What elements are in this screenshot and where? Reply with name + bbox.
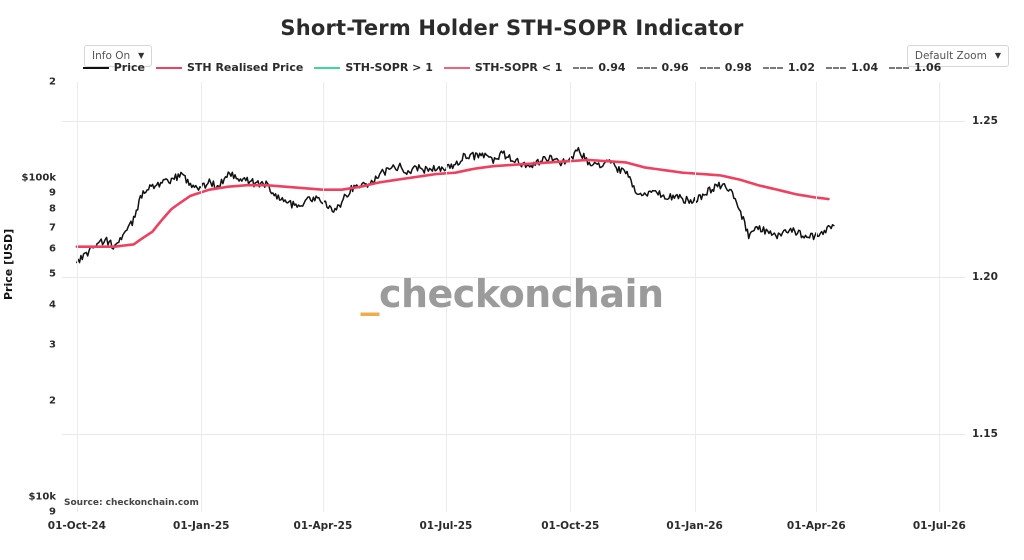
plot-background (62, 82, 965, 512)
legend-swatch-line (82, 66, 109, 69)
legend-label: STH-SOPR < 1 (474, 61, 563, 74)
y-axis-left-tick-label: 4 (49, 299, 56, 311)
y-axis-left-tick-label: $10k (28, 491, 56, 503)
x-axis-tick-label: 01-Jul-25 (419, 520, 473, 532)
x-axis-tick-label: 01-Jan-26 (666, 520, 723, 532)
y-axis-left-tick-label: 5 (49, 268, 56, 280)
chevron-down-icon: ▼ (994, 51, 1001, 60)
legend-swatch-line (314, 66, 341, 69)
zoom-dropdown-label: Default Zoom (914, 50, 987, 62)
legend-item[interactable]: 1.04 (825, 61, 879, 74)
legend-swatch-line (156, 66, 182, 69)
x-axis-tick-label: 01-Jul-26 (912, 520, 966, 532)
y-axis-left-tick-label: 9 (49, 506, 56, 518)
gridline-vertical (445, 82, 447, 512)
gridline-vertical (939, 82, 941, 512)
y-axis-right-tick-label: 1.15 (972, 427, 998, 440)
legend-item[interactable]: 1.02 (762, 61, 815, 74)
y-axis-left-label: Price [USD] (2, 228, 15, 300)
info-dropdown[interactable]: Info On ▼ (84, 45, 153, 67)
y-axis-left-tick-label: 9 (49, 187, 56, 199)
legend-item[interactable]: STH Realised Price (156, 62, 303, 73)
legend-label: 0.98 (724, 61, 752, 74)
gridline-vertical (694, 82, 696, 512)
legend-label: 0.94 (598, 61, 626, 74)
series-line-price (76, 146, 835, 264)
page-title: Short-Term Holder STH-SOPR Indicator (280, 16, 744, 40)
info-dropdown-label: Info On (92, 50, 131, 62)
chart-legend: Price STH Realised Price STH-SOPR > 1 STH-S… (0, 62, 1024, 73)
legend-swatch-dashed (573, 66, 594, 69)
x-axis-tick-label: 01-Oct-24 (47, 520, 106, 532)
x-axis-tick-label: 01-Jan-25 (173, 520, 230, 532)
y-axis-left-tick-label: 3 (49, 339, 56, 351)
legend-swatch-dashed (699, 66, 720, 69)
legend-label: 1.04 (850, 61, 879, 74)
y-axis-right-tick-label: 1.20 (972, 271, 998, 284)
legend-swatch-line (443, 66, 470, 69)
y-axis-left-tick-label: 2 (49, 395, 56, 407)
y-axis-left-tick-label: $100k (21, 172, 56, 184)
y-axis-right-tick-label: 1.25 (972, 115, 998, 128)
legend-swatch-dashed (825, 66, 846, 69)
plot-area (62, 82, 965, 512)
source-label: Source: checkonchain.com (64, 498, 199, 508)
gridline-vertical (76, 82, 78, 512)
y-axis-left-tick-label: 2 (49, 76, 56, 88)
legend-label: 1.02 (787, 61, 815, 74)
legend-label: Price (113, 61, 145, 74)
gridline-vertical (201, 82, 203, 512)
legend-swatch-dashed (762, 66, 783, 69)
legend-swatch-dashed (636, 66, 657, 69)
legend-item[interactable]: Price (82, 61, 145, 74)
gridline-horizontal (62, 121, 965, 123)
chevron-down-icon: ▼ (138, 51, 145, 60)
legend-item[interactable]: STH-SOPR < 1 (443, 61, 563, 74)
gridline-vertical (570, 82, 572, 512)
gridline-horizontal (62, 433, 965, 435)
legend-item[interactable]: 0.98 (699, 61, 752, 74)
gridline-vertical (322, 82, 324, 512)
gridline-vertical (816, 82, 818, 512)
legend-item[interactable]: 0.96 (636, 61, 689, 74)
legend-item[interactable]: STH-SOPR > 1 (314, 62, 433, 73)
legend-item[interactable]: 0.94 (573, 61, 626, 74)
legend-label: 1.06 (914, 61, 942, 74)
y-axis-left-tick-label: 8 (49, 203, 56, 215)
zoom-dropdown[interactable]: Default Zoom ▼ (906, 45, 1009, 67)
y-axis-left-tick-label: 6 (49, 243, 56, 255)
chart-svg (75, 146, 835, 264)
x-axis-tick-label: 01-Oct-25 (541, 520, 600, 532)
x-axis-tick-label: 01-Apr-26 (786, 520, 846, 532)
gridline-horizontal (62, 277, 965, 279)
legend-label: STH Realised Price (187, 61, 304, 74)
legend-label: 0.96 (661, 61, 689, 74)
x-axis-tick-label: 01-Apr-25 (293, 520, 353, 532)
series-line-sth-realised-price (75, 158, 830, 248)
legend-item[interactable]: 1.06 (889, 62, 941, 73)
y-axis-left-tick-label: 7 (49, 222, 56, 234)
legend-label: STH-SOPR > 1 (345, 61, 433, 74)
legend-swatch-dashed (889, 66, 910, 69)
